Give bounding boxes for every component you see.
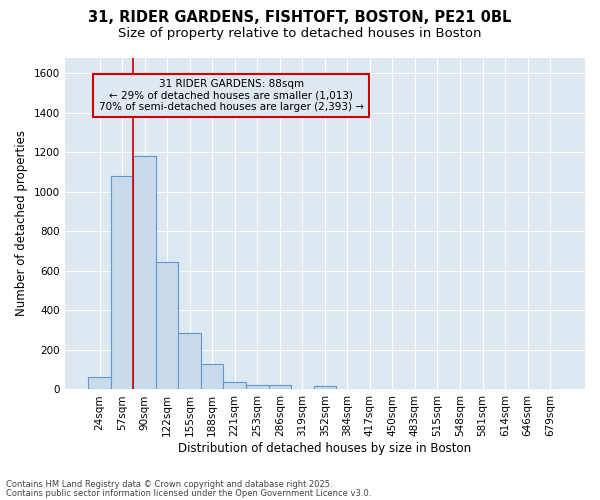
Bar [156, 262, 178, 390]
Bar [314, 386, 336, 390]
X-axis label: Distribution of detached houses by size in Boston: Distribution of detached houses by size … [178, 442, 472, 455]
Bar [223, 382, 246, 390]
Text: 31, RIDER GARDENS, FISHTOFT, BOSTON, PE21 0BL: 31, RIDER GARDENS, FISHTOFT, BOSTON, PE2… [88, 10, 512, 25]
Text: 31 RIDER GARDENS: 88sqm
← 29% of detached houses are smaller (1,013)
70% of semi: 31 RIDER GARDENS: 88sqm ← 29% of detache… [98, 79, 364, 112]
Bar [246, 385, 269, 390]
Y-axis label: Number of detached properties: Number of detached properties [15, 130, 28, 316]
Bar [269, 385, 291, 390]
Bar [201, 364, 223, 390]
Bar [88, 376, 111, 390]
Bar [111, 176, 133, 390]
Bar [178, 333, 201, 390]
Text: Contains public sector information licensed under the Open Government Licence v3: Contains public sector information licen… [6, 488, 371, 498]
Text: Size of property relative to detached houses in Boston: Size of property relative to detached ho… [118, 28, 482, 40]
Text: Contains HM Land Registry data © Crown copyright and database right 2025.: Contains HM Land Registry data © Crown c… [6, 480, 332, 489]
Bar [133, 156, 156, 390]
